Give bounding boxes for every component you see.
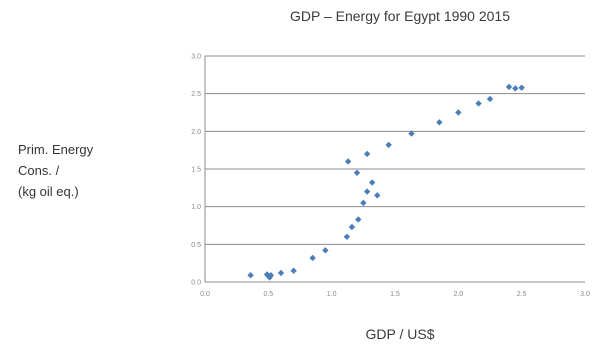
data-point: [369, 179, 376, 186]
data-point: [343, 233, 351, 240]
data-point: [385, 141, 392, 149]
y-tick-label: 2.0: [191, 129, 201, 136]
data-point: [436, 119, 443, 126]
data-point: [374, 192, 381, 199]
chart-title: GDP – Energy for Egypt 1990 2015: [290, 8, 510, 24]
x-tick-label: 0.0: [200, 291, 210, 298]
data-point: [363, 150, 371, 158]
data-point: [353, 169, 361, 176]
y-axis-label-line: Cons. /: [18, 163, 60, 178]
data-point: [360, 199, 367, 207]
data-point: [290, 267, 297, 274]
x-tick-label: 3.0: [580, 291, 590, 298]
y-tick-label: 0.5: [191, 242, 201, 249]
y-axis-label: Prim. Energy Cons. / (kg oil eq.): [18, 139, 148, 202]
data-point: [277, 269, 285, 277]
data-point: [355, 216, 362, 223]
data-point: [512, 85, 519, 92]
data-point: [475, 100, 482, 107]
data-point: [408, 130, 415, 137]
y-tick-label: 1.5: [191, 167, 201, 174]
y-tick-label: 0.0: [191, 280, 201, 287]
x-tick-label: 2.0: [453, 291, 463, 298]
x-tick-label: 1.0: [327, 291, 337, 298]
data-point: [363, 188, 371, 195]
y-axis-label-line: Prim. Energy: [18, 142, 94, 157]
data-point: [322, 247, 329, 254]
data-point: [247, 272, 254, 279]
x-tick-label: 0.5: [263, 291, 273, 298]
data-point: [344, 158, 352, 165]
y-tick-label: 3.0: [191, 54, 201, 61]
x-axis-label: GDP / US$: [365, 326, 435, 342]
data-point: [455, 109, 462, 116]
tick-labels: 0.0 0.5 1.0 1.5 2.0 2.5 3.0 0.0 0.5 1.0 1.5 2.0 2.5 3…: [191, 54, 590, 299]
x-tick-label: 2.5: [517, 291, 527, 298]
data-point: [505, 83, 513, 91]
data-point: [267, 272, 275, 279]
y-tick-label: 2.5: [191, 91, 201, 98]
data-point: [486, 95, 494, 103]
gridlines: [205, 55, 585, 283]
data-point: [518, 84, 525, 91]
data-points: [247, 83, 525, 281]
x-tick-label: 1.5: [390, 291, 400, 298]
y-tick-label: 1.0: [191, 204, 201, 211]
data-point: [309, 254, 316, 262]
y-axis-label-line: (kg oil eq.): [18, 184, 79, 199]
data-point: [348, 223, 356, 231]
